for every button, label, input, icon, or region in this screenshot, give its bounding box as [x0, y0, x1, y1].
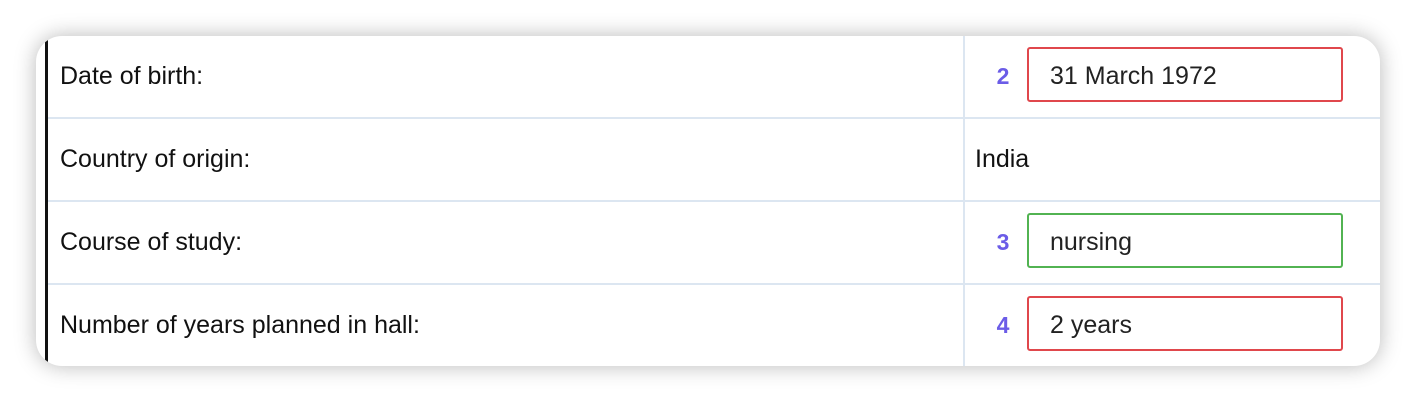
question-number-3: 3	[996, 229, 1010, 255]
years-in-hall-answer-field[interactable]: 2 years	[1027, 296, 1343, 351]
years-in-hall-label: Number of years planned in hall:	[60, 311, 420, 339]
value-cell: 3 nursing	[965, 202, 1380, 283]
label-cell: Date of birth:	[48, 36, 965, 117]
date-of-birth-answer-field[interactable]: 31 March 1972	[1027, 47, 1343, 102]
value-cell: 2 31 March 1972	[965, 36, 1380, 117]
form-table: Date of birth: 2 31 March 1972 Country o…	[48, 36, 1380, 366]
left-border-rule	[45, 36, 48, 366]
country-of-origin-label: Country of origin:	[60, 145, 251, 173]
value-cell: 4 2 years	[965, 285, 1380, 366]
label-cell: Number of years planned in hall:	[48, 285, 965, 366]
course-of-study-answer-field[interactable]: nursing	[1027, 213, 1343, 268]
label-cell: Course of study:	[48, 202, 965, 283]
country-of-origin-value: India	[975, 145, 1030, 173]
value-cell: India	[965, 119, 1380, 200]
table-row-course-of-study: Course of study: 3 nursing	[48, 202, 1380, 285]
label-cell: Country of origin:	[48, 119, 965, 200]
table-row-date-of-birth: Date of birth: 2 31 March 1972	[48, 36, 1380, 119]
question-number-4: 4	[996, 312, 1010, 338]
course-of-study-label: Course of study:	[60, 228, 243, 256]
table-row-years-in-hall: Number of years planned in hall: 4 2 yea…	[48, 285, 1380, 366]
date-of-birth-label: Date of birth:	[60, 62, 204, 90]
form-card: Date of birth: 2 31 March 1972 Country o…	[36, 36, 1380, 366]
question-number-2: 2	[996, 63, 1010, 89]
table-row-country-of-origin: Country of origin: India	[48, 119, 1380, 202]
